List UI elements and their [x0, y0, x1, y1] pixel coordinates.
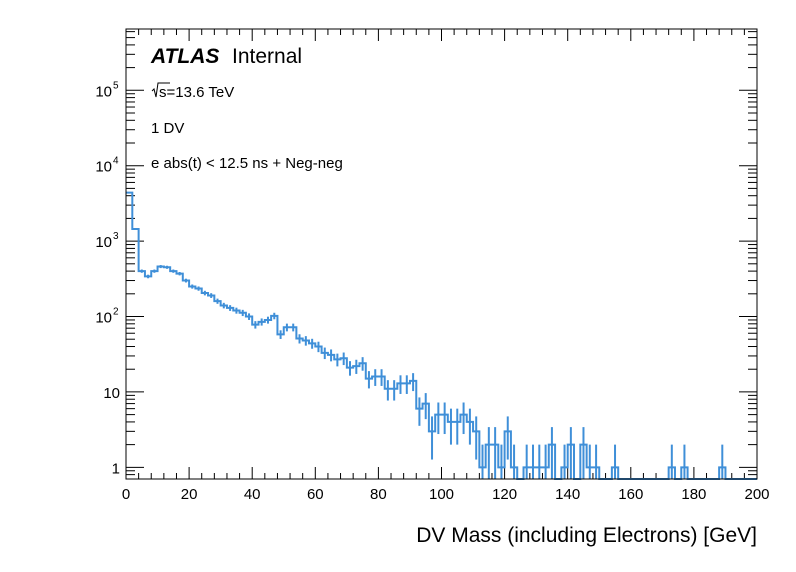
x-tick-label: 20 — [181, 486, 198, 503]
selection-label-dv: 1 DV — [151, 120, 184, 137]
x-tick-label: 200 — [744, 486, 769, 503]
y-tick-label: 10 — [103, 385, 120, 402]
y-tick-exponent: 4 — [113, 156, 119, 167]
x-tick-label: 180 — [681, 486, 706, 503]
selection-label-cut: e abs(t) < 12.5 ns + Neg-neg — [151, 155, 343, 172]
y-tick-label: 1 — [112, 460, 120, 477]
x-tick-label: 80 — [370, 486, 387, 503]
x-axis-label: DV Mass (including Electrons) [GeV] — [416, 524, 757, 547]
atlas-label: ATLAS Internal — [150, 45, 302, 68]
atlas-experiment-label: ATLAS — [150, 45, 219, 68]
plot-frame — [125, 28, 758, 480]
y-tick-label: 10 — [95, 310, 112, 327]
x-tick-label: 160 — [618, 486, 643, 503]
y-tick-exponent: 5 — [113, 80, 119, 91]
y-tick-exponent: 3 — [113, 231, 119, 242]
x-tick-labels: 0 20 40 60 80 100 120 140 160 180 200 — [122, 486, 770, 503]
x-tick-label: 40 — [244, 486, 261, 503]
y-tick-exponent: 2 — [113, 307, 119, 318]
histogram-line — [126, 191, 757, 480]
histogram-series — [126, 191, 757, 480]
axis-ticks — [125, 29, 758, 480]
energy-label: s=13.6 TeV — [151, 82, 234, 101]
atlas-status-label: Internal — [232, 45, 302, 68]
y-tick-label: 10 — [95, 159, 112, 176]
y-tick-label: 10 — [95, 83, 112, 100]
x-tick-label: 120 — [492, 486, 517, 503]
energy-text: s=13.6 TeV — [159, 84, 234, 101]
x-tick-label: 140 — [555, 486, 580, 503]
y-tick-label: 10 — [95, 234, 112, 251]
sqrt-icon — [151, 82, 170, 98]
x-tick-label: 0 — [122, 486, 130, 503]
x-tick-label: 100 — [429, 486, 454, 503]
x-tick-label: 60 — [307, 486, 324, 503]
